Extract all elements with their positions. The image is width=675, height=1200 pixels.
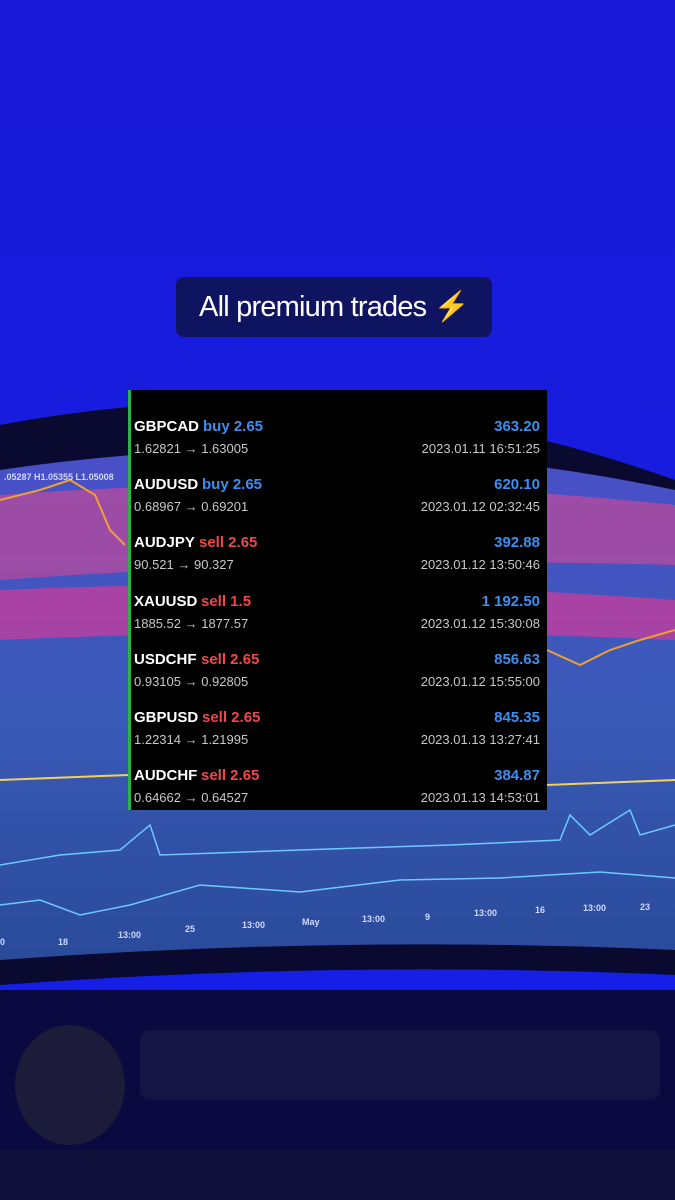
monitor-axis-label: 13:00 bbox=[474, 908, 497, 918]
monitor-axis-label: 13:00 bbox=[242, 920, 265, 930]
monitor-axis-label: 0 bbox=[0, 937, 5, 947]
trade-prices: 1885.52 → 1877.57 bbox=[134, 615, 249, 631]
trade-symbol: AUDUSD bbox=[134, 476, 199, 494]
trade-prices: 1.22314 → 1.21995 bbox=[134, 732, 249, 747]
trade-order: sell 1.5 bbox=[201, 592, 252, 610]
monitor-axis-label: 18 bbox=[58, 937, 68, 947]
trade-prices: 0.64662 → 0.64527 bbox=[134, 790, 249, 806]
monitor-axis-label: 16 bbox=[535, 905, 545, 915]
trade-order: buy 2.65 bbox=[202, 476, 263, 494]
trade-symbol: AUDCHF bbox=[134, 767, 198, 785]
trade-profit: 363.20 bbox=[494, 418, 540, 435]
title-banner: All premium trades ⚡ bbox=[176, 277, 492, 337]
trade-time: 2023.01.12 15:55:00 bbox=[420, 673, 540, 689]
trade-profit: 392.88 bbox=[494, 534, 540, 552]
monitor-axis-label: 9 bbox=[425, 912, 430, 922]
trade-time: 2023.01.12 15:30:08 bbox=[420, 615, 540, 631]
trade-symbol: GBPCAD bbox=[134, 418, 200, 435]
trade-time: 2023.01.13 13:27:41 bbox=[420, 732, 540, 747]
trade-time: 2023.01.12 02:32:45 bbox=[420, 499, 540, 515]
trade-prices: 0.68967 → 0.69201 bbox=[134, 499, 249, 515]
trade-profit: 845.35 bbox=[494, 709, 540, 726]
monitor-axis-label: 13:00 bbox=[118, 930, 141, 940]
trade-order: sell 2.65 bbox=[201, 650, 260, 668]
trade-profit: 1 192.50 bbox=[481, 592, 540, 610]
trade-time: 2023.01.13 14:53:01 bbox=[420, 790, 540, 806]
trade-prices: 0.93105 → 0.92805 bbox=[134, 673, 249, 689]
trade-order: sell 2.65 bbox=[201, 767, 260, 785]
trade-symbol: AUDJPY bbox=[134, 534, 195, 552]
trade-order: sell 2.65 bbox=[199, 534, 258, 552]
chart-header: .05287 H1.05355 L1.05008 bbox=[4, 472, 114, 482]
trade-order: buy 2.65 bbox=[203, 418, 264, 435]
trade-time: 2023.01.12 13:50:46 bbox=[420, 557, 540, 573]
trade-profit: 856.63 bbox=[494, 650, 540, 668]
trade-prices: 1.62821 → 1.63005 bbox=[134, 441, 249, 456]
trade-symbol: XAUUSD bbox=[134, 592, 198, 610]
trade-profit: 384.87 bbox=[494, 767, 540, 785]
accent-bar bbox=[128, 390, 131, 810]
trade-order: sell 2.65 bbox=[202, 709, 261, 726]
trade-profit: 620.10 bbox=[494, 476, 540, 494]
trade-symbol: GBPUSD bbox=[134, 709, 199, 726]
trade-time: 2023.01.11 16:51:25 bbox=[421, 441, 540, 456]
monitor-axis-label: 25 bbox=[185, 924, 195, 934]
trade-symbol: USDCHF bbox=[134, 650, 197, 668]
monitor-axis-label: 13:00 bbox=[583, 903, 606, 913]
monitor-axis-label: 23 bbox=[640, 902, 650, 912]
trade-prices: 90.521 → 90.327 bbox=[134, 557, 234, 573]
monitor-axis-label: May bbox=[302, 917, 320, 927]
monitor-axis-label: 13:00 bbox=[362, 914, 385, 924]
